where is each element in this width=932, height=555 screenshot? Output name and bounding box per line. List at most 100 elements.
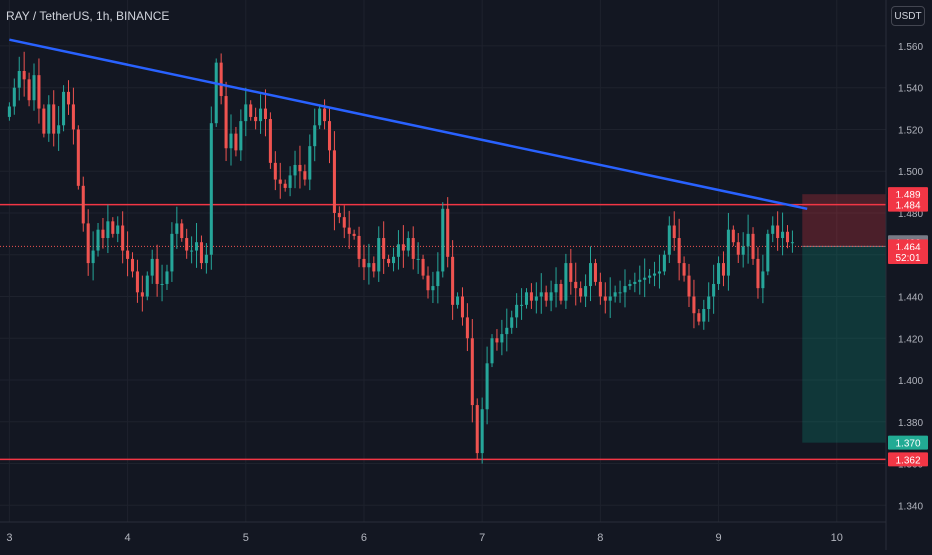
candle-body	[441, 208, 445, 272]
trendline[interactable]	[9, 38, 808, 211]
candle-body	[618, 292, 622, 294]
candle-body	[564, 263, 568, 301]
candle-body	[204, 254, 208, 264]
candle-body	[71, 104, 75, 130]
price-tick-label: 1.420	[898, 334, 923, 345]
candle-body	[726, 229, 730, 276]
candle-body	[165, 271, 169, 284]
price-label-text: 52:01	[895, 253, 920, 264]
candle-body	[66, 91, 71, 105]
candle-body	[593, 263, 597, 282]
candle-body	[116, 225, 120, 234]
candle-body	[426, 275, 430, 291]
candle-body	[219, 62, 223, 97]
candle-body	[175, 223, 179, 234]
candle-body	[687, 275, 691, 297]
candle-body	[524, 292, 529, 305]
candle-body	[209, 123, 213, 255]
candle-body	[27, 79, 31, 101]
price-label-box	[888, 239, 928, 254]
candle-body	[263, 108, 268, 120]
candle-body	[391, 256, 396, 264]
candle-body	[736, 242, 740, 255]
candle-body	[342, 217, 346, 228]
candle-body	[377, 238, 381, 272]
candle-body	[653, 273, 657, 276]
candle-body	[579, 288, 583, 297]
candle-body	[672, 225, 676, 239]
candle-body	[303, 171, 307, 180]
candle-body	[554, 283, 558, 293]
candle-body	[766, 233, 770, 272]
time-axis[interactable]: 3 4 5 6 7 8 9 10	[6, 532, 843, 544]
candle-body	[707, 296, 711, 310]
candle-body	[657, 271, 661, 274]
candle-body	[62, 91, 66, 126]
time-tick-label: 5	[243, 532, 249, 544]
candle-body	[259, 108, 263, 122]
candle-body	[387, 258, 391, 264]
currency-button[interactable]: USDT	[891, 6, 925, 26]
candle-body	[712, 283, 716, 297]
candle-body	[135, 271, 139, 293]
candle-body	[185, 238, 189, 251]
candle-body	[485, 363, 489, 410]
candle-body	[436, 271, 440, 287]
price-tick-label: 1.340	[898, 501, 923, 512]
time-tick-label: 7	[479, 532, 485, 544]
candle-body	[347, 227, 351, 234]
time-tick-label: 10	[831, 532, 843, 544]
candle-body	[756, 258, 760, 289]
short-position-zone[interactable]	[802, 194, 886, 443]
candle-body	[588, 263, 593, 287]
candle-body	[337, 212, 341, 218]
candle-body	[140, 292, 144, 297]
candle-body	[224, 96, 228, 149]
candle-body	[313, 125, 317, 147]
candle-body	[776, 225, 780, 239]
candle-body	[451, 256, 455, 305]
candle-body	[160, 283, 164, 285]
candle-body	[692, 296, 696, 314]
candle-body	[17, 70, 21, 88]
candle-body	[623, 286, 627, 293]
time-tick-label: 8	[597, 532, 603, 544]
candle-body	[446, 208, 450, 257]
candle-body	[199, 242, 203, 264]
candle-body	[170, 233, 174, 272]
candle-body	[702, 309, 706, 322]
candle-body	[145, 275, 149, 297]
candle-body	[86, 223, 90, 264]
candle-body	[101, 229, 105, 239]
candle-body	[431, 286, 435, 291]
price-tick-label: 1.560	[898, 42, 923, 53]
candle-body	[126, 250, 130, 259]
candle-body	[180, 223, 184, 239]
candle-body	[613, 292, 617, 297]
candle-body	[22, 70, 26, 80]
candle-body	[273, 162, 277, 180]
price-label-text: 1.489	[895, 190, 920, 201]
candle-body	[569, 263, 573, 282]
candle-body	[327, 121, 332, 151]
candle-body	[643, 277, 647, 280]
time-tick-label: 9	[715, 532, 721, 544]
candle-body	[308, 146, 312, 180]
candle-body	[529, 292, 533, 301]
candle-body	[372, 263, 376, 272]
candle-body	[352, 233, 356, 236]
candle-body	[249, 104, 253, 117]
price-tick-label: 1.440	[898, 292, 923, 303]
trendline-line	[9, 38, 808, 211]
candle-body	[781, 231, 785, 239]
candle-body	[47, 104, 51, 134]
candle-body	[323, 108, 327, 122]
candle-body	[195, 242, 199, 251]
candle-body	[628, 283, 632, 287]
price-tick-label: 1.380	[898, 418, 923, 429]
candle-body	[278, 179, 282, 184]
candle-body	[603, 296, 607, 301]
